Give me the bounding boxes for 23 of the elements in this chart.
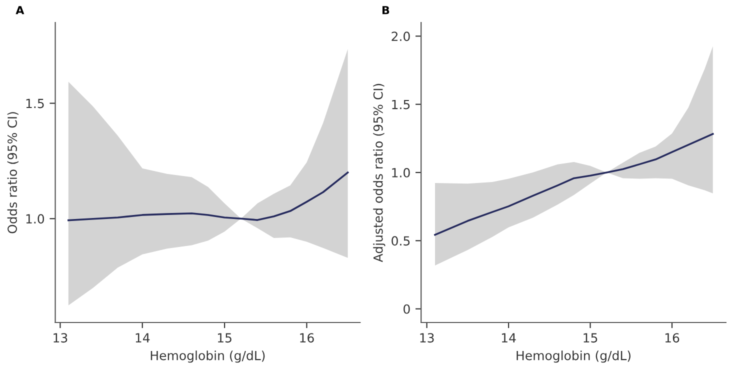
x-tick-label: 15 (584, 333, 598, 343)
line-series (434, 133, 714, 236)
x-axis-title: Hemoglobin (g/dL) (516, 350, 630, 363)
y-tick-label: 0 (404, 304, 410, 314)
y-axis-title: Adjusted odds ratio (95% CI) (373, 84, 386, 262)
x-tick-label: 13 (420, 333, 434, 343)
y-tick-label: 0.5 (392, 236, 410, 246)
y-tick-label: 1.0 (26, 214, 44, 224)
x-tick-label: 15 (218, 333, 232, 343)
x-tick-label: 14 (136, 333, 150, 342)
x-tick-label: 14 (502, 333, 516, 342)
y-tick-label: 1.0 (392, 168, 410, 178)
x-tick-label: 16 (665, 333, 680, 343)
chart-title: B (382, 6, 390, 14)
y-axis-title: Odds ratio (95% CI) (7, 112, 18, 234)
x-tick-label: 16 (300, 333, 314, 343)
x-axis-title: Hemoglobin (g/dL) (150, 350, 265, 363)
y-tick-label: 1.5 (26, 98, 44, 108)
y-tick-label: 2.0 (392, 32, 410, 42)
x-tick-label: 13 (54, 333, 68, 343)
y-tick-label: 1.5 (392, 100, 410, 110)
chart-title: A (16, 6, 24, 14)
line-series (68, 172, 349, 222)
